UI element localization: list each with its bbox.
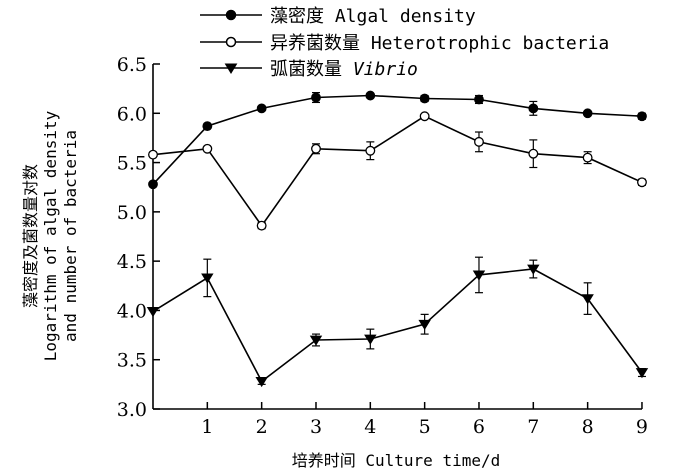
data-point-heterotrophic: [419, 111, 430, 122]
y-axis-label-line3: and number of bacteria: [61, 130, 80, 342]
y-tick-label: 5.0: [117, 202, 147, 224]
x-tick-label: 9: [636, 416, 648, 438]
data-point-heterotrophic: [528, 148, 539, 159]
data-point-heterotrophic: [148, 149, 158, 160]
legend-label-vibrio-en: Vibrio: [353, 59, 418, 80]
y-axis-label-line2: Logarithm of algal density: [41, 110, 60, 361]
x-tick-label: 2: [256, 416, 268, 438]
y-tick-label: 4.5: [117, 251, 147, 273]
data-point-vibrio: [527, 264, 540, 275]
data-point-algal: [474, 94, 484, 105]
y-axis-label: 藻密度及菌数量对数 Logarithm of algal density and…: [21, 110, 80, 361]
y-tick-label: 6.5: [117, 54, 147, 76]
x-axis-label: 培养时间 Culture time/d: [292, 451, 501, 470]
legend-label-heterotrophic: 异养菌数量 Heterotrophic bacteria: [270, 33, 609, 54]
legend-marker-heterotrophic: [225, 36, 237, 48]
data-point-algal: [419, 93, 430, 104]
series-line-vibrio: [152, 268, 643, 383]
data-point-heterotrophic: [256, 220, 267, 231]
y-tick-label: 6.0: [117, 103, 147, 125]
legend: 藻密度 Algal density 异养菌数量 Heterotrophic ba…: [200, 6, 609, 80]
data-point-vibrio: [635, 368, 649, 379]
data-point-heterotrophic: [637, 177, 647, 188]
data-point-algal: [256, 103, 267, 114]
data-point-algal: [202, 121, 213, 131]
x-tick-label: 5: [419, 416, 431, 438]
axes: [152, 64, 642, 410]
data-point-vibrio: [146, 307, 160, 318]
plot-series: [146, 90, 649, 388]
y-tick-label: 5.5: [117, 153, 147, 175]
data-point-algal: [311, 92, 321, 103]
x-tick-label: 3: [310, 416, 322, 438]
y-axis-label-line1: 藻密度及菌数量对数: [21, 164, 40, 308]
data-point-vibrio: [364, 334, 377, 345]
data-point-vibrio: [255, 377, 268, 388]
data-point-algal: [148, 179, 158, 190]
y-tick-label: 3.0: [117, 399, 147, 421]
series-line-heterotrophic: [152, 115, 643, 228]
y-tick-label: 3.5: [117, 350, 147, 372]
data-point-vibrio: [418, 319, 431, 330]
legend-label-vibrio: 弧菌数量 Vibrio: [270, 59, 418, 80]
legend-marker-algal: [225, 9, 237, 21]
data-point-vibrio: [581, 294, 594, 305]
x-tick-label: 4: [364, 416, 376, 438]
data-point-algal: [528, 103, 539, 114]
data-point-vibrio: [201, 273, 214, 284]
x-tick-label: 8: [582, 416, 594, 438]
data-point-heterotrophic: [582, 152, 593, 163]
data-point-algal: [582, 108, 593, 119]
x-ticks: 1 2 3 4 5 6 7 8 9: [201, 402, 648, 438]
data-point-vibrio: [472, 270, 486, 281]
data-point-algal: [365, 90, 376, 101]
data-point-heterotrophic: [202, 143, 213, 154]
data-point-vibrio: [309, 335, 323, 346]
x-tick-label: 7: [527, 416, 539, 438]
y-tick-label: 4.0: [117, 300, 147, 322]
data-point-heterotrophic: [474, 136, 484, 147]
legend-marker-vibrio: [224, 63, 238, 74]
data-point-algal: [637, 111, 647, 122]
legend-label-vibrio-cn: 弧菌数量: [270, 59, 342, 80]
x-tick-label: 6: [473, 416, 485, 438]
x-tick-label: 1: [201, 416, 213, 438]
data-point-heterotrophic: [311, 143, 321, 154]
data-point-heterotrophic: [365, 145, 376, 156]
legend-label-algal: 藻密度 Algal density: [270, 6, 476, 27]
series-line-algal: [152, 94, 643, 185]
